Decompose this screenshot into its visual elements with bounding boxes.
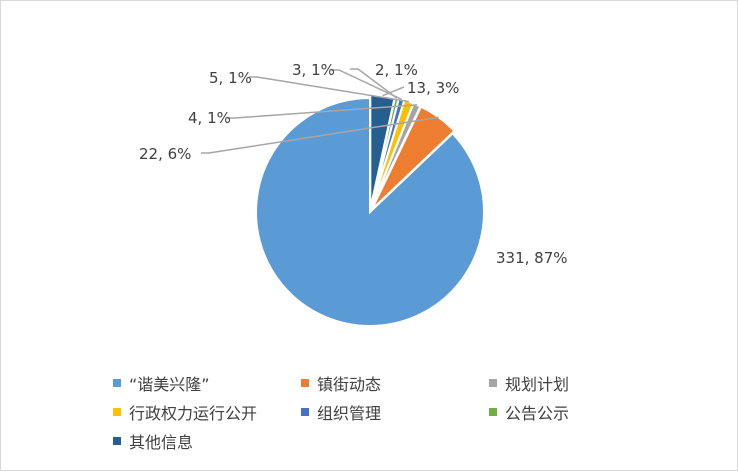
legend-swatch <box>301 407 309 416</box>
leader-line <box>227 104 418 119</box>
legend-label: 行政权力运行公开 <box>129 403 258 423</box>
leader-line <box>331 69 402 101</box>
data-label: 5, 1% <box>209 69 252 87</box>
leader-line <box>249 76 410 103</box>
legend-row: 行政权力运行公开 组织管理 公告公示 <box>113 397 713 426</box>
legend-item-admin-power: 行政权力运行公开 <box>113 400 301 424</box>
legend-label: 镇街动态 <box>317 374 382 394</box>
legend: “谐美兴隆” 镇街动态 规划计划 行政权力运行公开 组织管理 公告公示 <box>113 368 713 455</box>
data-label: 3, 1% <box>292 61 335 79</box>
leader-line <box>350 68 398 99</box>
legend-label: 规划计划 <box>505 374 570 394</box>
data-label: 331, 87% <box>496 249 568 267</box>
pie-slice <box>255 96 485 327</box>
pie-slices <box>255 94 485 327</box>
legend-item-xiemei-xinglong: “谐美兴隆” <box>113 371 301 395</box>
data-label: 4, 1% <box>188 109 231 127</box>
leader-line <box>382 86 405 97</box>
data-label: 2, 1% <box>375 61 418 79</box>
legend-swatch <box>489 407 497 416</box>
legend-row: 其他信息 <box>113 426 713 455</box>
data-label: 22, 6% <box>139 145 191 163</box>
data-labels: 331, 87% 22, 6% 4, 1% 5, 1% 3, 1% 2, 1%13, 3% <box>139 61 568 267</box>
data-label: 13, 3% <box>407 79 459 97</box>
legend-label: 公告公示 <box>505 403 570 423</box>
legend-label: “谐美兴隆” <box>129 374 210 394</box>
leader-lines <box>201 68 439 154</box>
legend-swatch <box>113 407 121 416</box>
legend-swatch <box>301 378 309 387</box>
legend-item-organization: 组织管理 <box>301 400 489 424</box>
legend-swatch <box>113 378 121 387</box>
legend-row: “谐美兴隆” 镇街动态 规划计划 <box>113 368 713 397</box>
legend-item-other: 其他信息 <box>113 429 301 453</box>
legend-swatch <box>113 436 121 445</box>
legend-item-planning: 规划计划 <box>489 371 677 395</box>
legend-label: 组织管理 <box>317 403 382 423</box>
legend-item-announcements: 公告公示 <box>489 400 677 424</box>
leader-line <box>201 116 439 154</box>
legend-label: 其他信息 <box>129 432 194 452</box>
legend-swatch <box>489 378 497 387</box>
legend-item-town-news: 镇街动态 <box>301 371 489 395</box>
